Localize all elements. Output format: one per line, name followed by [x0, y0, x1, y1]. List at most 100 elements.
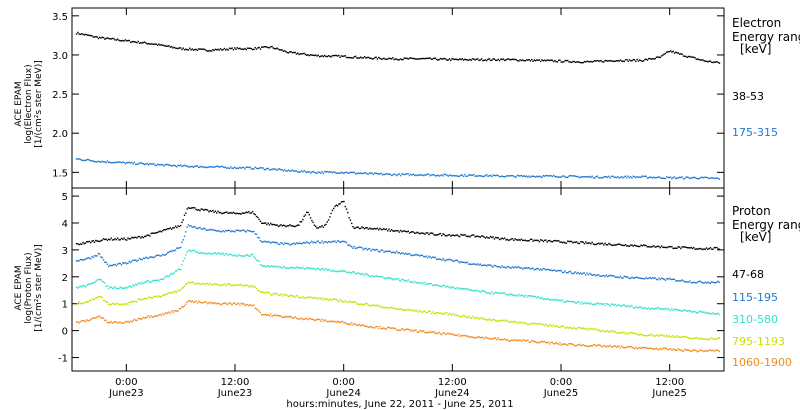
data-point [487, 264, 489, 266]
data-point [123, 40, 125, 42]
data-point [399, 308, 402, 310]
data-point [351, 222, 353, 225]
data-point [182, 260, 184, 262]
data-point [493, 318, 496, 321]
series-proton-310-580 [75, 249, 721, 316]
data-point [525, 175, 528, 177]
data-point [306, 296, 308, 298]
data-point [687, 281, 690, 283]
data-point [253, 213, 255, 215]
data-point [275, 48, 277, 50]
data-point [432, 232, 434, 235]
data-point [718, 62, 721, 64]
data-point [609, 60, 611, 62]
data-point [667, 336, 669, 338]
data-point [610, 59, 613, 62]
data-point [426, 311, 429, 314]
data-point [498, 266, 501, 268]
data-point [343, 301, 345, 303]
data-point [376, 275, 379, 278]
data-point [291, 169, 294, 171]
data-point [668, 309, 671, 311]
data-point [161, 253, 164, 256]
data-point [255, 215, 258, 218]
data-point [282, 224, 285, 226]
data-point [358, 323, 361, 326]
data-point [199, 283, 201, 285]
data-point [308, 242, 310, 245]
data-point [631, 331, 633, 334]
data-point [474, 263, 476, 265]
data-point [361, 172, 363, 175]
data-point [618, 276, 620, 279]
data-point [338, 321, 340, 323]
data-point [676, 335, 678, 337]
data-point [439, 285, 442, 288]
data-point [270, 242, 272, 244]
data-point [676, 349, 678, 352]
data-point [226, 48, 228, 50]
data-point [510, 293, 512, 295]
data-point [137, 40, 139, 43]
data-point [149, 235, 151, 237]
data-point [563, 175, 565, 177]
data-point [145, 281, 147, 283]
data-point [703, 176, 705, 179]
data-point [444, 333, 447, 336]
data-point [550, 240, 552, 243]
data-point [327, 240, 330, 243]
data-point [369, 227, 371, 229]
data-point [595, 303, 597, 305]
electron-data-points [75, 31, 721, 180]
data-point [131, 300, 133, 302]
data-point [385, 228, 388, 230]
data-point [483, 236, 485, 238]
data-point [669, 278, 672, 280]
data-point [555, 299, 557, 301]
data-point [281, 316, 283, 319]
data-point [709, 312, 712, 315]
data-point [187, 207, 190, 209]
data-point [595, 243, 597, 246]
data-point [522, 322, 524, 325]
data-point [600, 275, 602, 277]
data-point [271, 241, 273, 243]
data-point [560, 325, 563, 327]
data-point [167, 292, 169, 295]
data-point [159, 44, 161, 46]
data-point [360, 325, 362, 327]
data-point [473, 263, 475, 265]
data-point [672, 247, 674, 250]
data-point [432, 174, 434, 176]
data-point [204, 301, 206, 303]
data-point [502, 266, 505, 268]
data-point [217, 252, 219, 254]
data-point [276, 265, 278, 267]
data-point [700, 281, 703, 283]
series-proton-1060-1900 [75, 300, 721, 353]
data-point [712, 177, 714, 179]
data-point [615, 305, 618, 307]
data-point [681, 350, 683, 352]
data-point [307, 241, 309, 244]
data-point [360, 303, 362, 305]
data-point [201, 252, 204, 255]
data-point [428, 310, 430, 313]
data-point [92, 317, 94, 319]
data-point [471, 263, 474, 265]
data-point [501, 319, 503, 322]
data-point [378, 173, 380, 175]
data-point [716, 177, 718, 179]
data-point [167, 163, 169, 166]
data-point [684, 335, 686, 338]
data-point [515, 267, 517, 269]
data-point [645, 58, 647, 60]
data-point [79, 158, 82, 160]
data-point [79, 285, 82, 287]
data-point [197, 166, 200, 169]
data-point [194, 283, 196, 285]
data-point [267, 265, 269, 267]
data-point [590, 60, 592, 63]
data-point [345, 271, 348, 273]
data-point [465, 335, 467, 337]
